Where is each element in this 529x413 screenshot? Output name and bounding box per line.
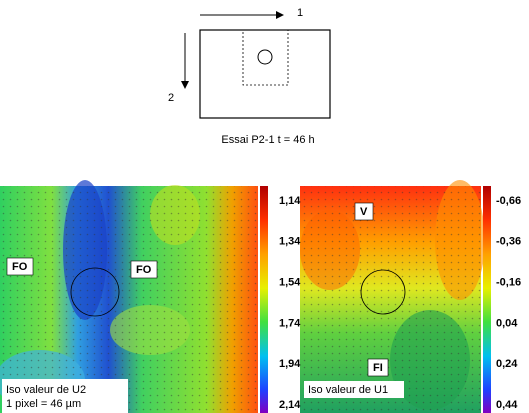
annotation: V [360,206,368,218]
scale-label: 2,14 [279,399,301,411]
figure: 1 2 Essai P2-1 t = 46 h 1,14 1,34 1,54 1,74… [0,0,529,413]
scale-label: 1,14 [279,195,301,207]
scale-label: 1,74 [279,317,301,329]
annotation: FO [12,261,28,273]
specimen [200,30,330,118]
scale-label: 0,24 [496,358,518,370]
legend-text: Iso valeur de U2 [6,384,86,396]
axis-label: 2 [168,92,174,104]
scale-label: -0,36 [496,236,521,248]
annotation: FI [373,362,383,374]
colorbar [260,186,268,413]
scale-label: 0,44 [496,399,518,411]
caption: Essai P2-1 t = 46 h [221,134,314,146]
scale-label: 1,94 [279,358,301,370]
scale-label: 1,54 [279,277,301,289]
scale-label: -0,66 [496,195,521,207]
scale-label: 0,04 [496,317,518,329]
field-u2 [0,180,258,413]
legend-text: 1 pixel = 46 µm [6,398,81,410]
legend-text: Iso valeur de U1 [308,384,388,396]
colorbar [483,186,491,413]
scale-label: -0,16 [496,277,521,289]
annotation: FO [136,264,152,276]
scale-label: 1,34 [279,236,301,248]
zone [243,30,288,85]
field-u1 [300,180,485,413]
axis-label: 1 [297,7,303,19]
hole [258,50,272,64]
